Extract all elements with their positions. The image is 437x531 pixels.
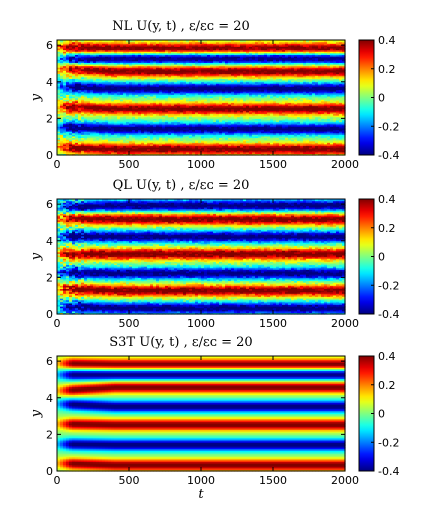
x-tick-label: 1500 [259,317,287,330]
colorbar-tick-label: -0.2 [378,120,399,133]
colorbar-tick-label: 0.2 [378,379,396,392]
y-tick-label: 2 [46,271,53,284]
x-tick-label: 1000 [187,317,215,330]
y-tick-label: 0 [46,308,53,321]
y-tick-label: 4 [46,235,53,248]
heatmap-field [57,199,346,315]
y-tick-label: 4 [46,392,53,405]
x-tick-label: 0 [54,317,61,330]
y-tick-label: 2 [46,112,53,125]
y-axis-label: y [29,93,44,102]
colorbar-tick-label: -0.4 [378,308,399,321]
heatmap-field [57,356,346,472]
x-tick-label: 500 [119,317,140,330]
x-tick-label: 1000 [187,474,215,487]
colorbar-tick-label: -0.4 [378,465,399,478]
x-tick-label: 2000 [331,158,359,171]
heatmap-field [57,40,346,156]
colorbar-tick-label: 0.2 [378,63,396,76]
colorbar-tick-label: -0.2 [378,279,399,292]
chart-title: S3T U(y, t) , ε/εᴄ = 20 [109,335,252,350]
panel-ql: QL U(y, t) , ε/εᴄ = 20 0 500 1000 1500 2000 0 2… [29,178,399,330]
colorbar-tick-label: 0.4 [378,193,396,206]
y-axis-label: y [29,409,44,418]
x-tick-label: 500 [119,474,140,487]
y-tick-label: 6 [46,355,53,368]
x-tick-label: 1500 [259,474,287,487]
colorbar-tick-label: 0 [378,408,385,421]
x-tick-label: 2000 [331,317,359,330]
x-tick-label: 1000 [187,158,215,171]
x-tick-label: 2000 [331,474,359,487]
y-tick-label: 2 [46,428,53,441]
colorbar-tick-label: -0.4 [378,149,399,162]
colorbar-tick-label: 0.4 [378,34,396,47]
x-tick-label: 500 [119,158,140,171]
y-tick-label: 0 [46,149,53,162]
y-tick-label: 0 [46,465,53,478]
panel-s3t: S3T U(y, t) , ε/εᴄ = 20 0 500 1000 1500 2000 0… [29,335,399,502]
x-tick-label: 0 [54,474,61,487]
colorbar-tick-label: 0 [378,92,385,105]
panel-nl: NL U(y, t) , ε/εᴄ = 20 0 500 1000 1500 2000 0 2… [29,19,399,171]
colorbar-tick-label: -0.2 [378,436,399,449]
colorbar-tick-label: 0.2 [378,222,396,235]
colorbar-tick-label: 0.4 [378,350,396,363]
chart-title: QL U(y, t) , ε/εᴄ = 20 [113,178,250,193]
x-axis-label: t [198,487,204,502]
y-axis-label: y [29,252,44,261]
y-tick-label: 6 [46,198,53,211]
y-tick-label: 4 [46,76,53,89]
colorbar-tick-label: 0 [378,251,385,264]
x-tick-label: 0 [54,158,61,171]
x-tick-label: 1500 [259,158,287,171]
chart-title: NL U(y, t) , ε/εᴄ = 20 [112,19,250,34]
y-tick-label: 6 [46,39,53,52]
